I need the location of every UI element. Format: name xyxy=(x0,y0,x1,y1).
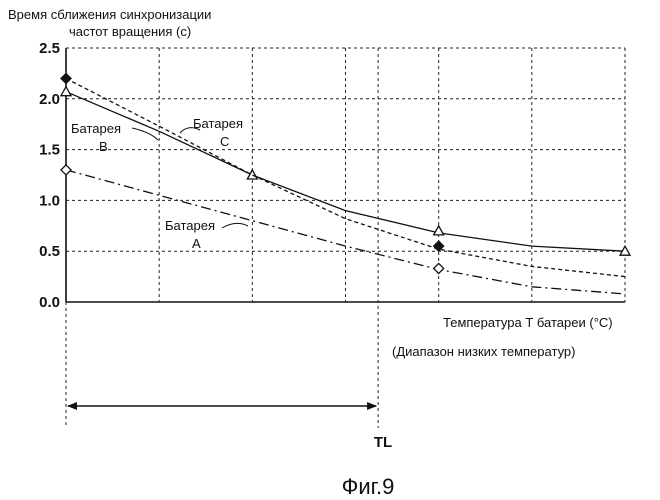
series-label-c-line2: C xyxy=(220,134,229,149)
series-marker-filled-diamond xyxy=(61,73,71,83)
annotations xyxy=(66,48,378,428)
series-label-b-line2: B xyxy=(99,139,108,154)
series-marker-open-diamond xyxy=(434,263,444,273)
series-label-b-line1: Батарея xyxy=(71,121,121,136)
series-label-a-line2: A xyxy=(192,236,201,251)
axes: 0.0 0.5 1.0 1.5 2.0 2.5 xyxy=(39,40,625,311)
y-axis-title-line2: частот вращения (с) xyxy=(69,24,191,39)
leader-a xyxy=(222,223,248,228)
y-axis-title-line1: Время сближения синхронизации xyxy=(8,7,211,22)
threshold-label: TL xyxy=(374,434,392,451)
figure-caption: Фиг.9 xyxy=(342,474,395,499)
range-arrow-right-head xyxy=(367,402,377,410)
series-marker-triangle xyxy=(247,170,257,179)
y-tick-label: 2.0 xyxy=(39,91,60,108)
series-label-c-line1: Батарея xyxy=(193,116,243,131)
series-marker-open-diamond xyxy=(61,165,71,175)
range-note: (Диапазон низких температур) xyxy=(392,344,575,359)
y-tick-label: 0.5 xyxy=(39,243,60,260)
y-tick-label: 1.0 xyxy=(39,192,60,209)
y-tick-label: 2.5 xyxy=(39,40,60,57)
y-tick-label: 0.0 xyxy=(39,294,60,311)
grid-lines xyxy=(66,48,625,302)
x-axis-title: Температура Т батареи (°C) xyxy=(443,315,613,330)
series-marker-triangle xyxy=(434,226,444,235)
series-label-a-line1: Батарея xyxy=(165,218,215,233)
series-marker-triangle xyxy=(61,87,71,96)
y-tick-label: 1.5 xyxy=(39,142,60,159)
range-arrow-left-head xyxy=(67,402,77,410)
